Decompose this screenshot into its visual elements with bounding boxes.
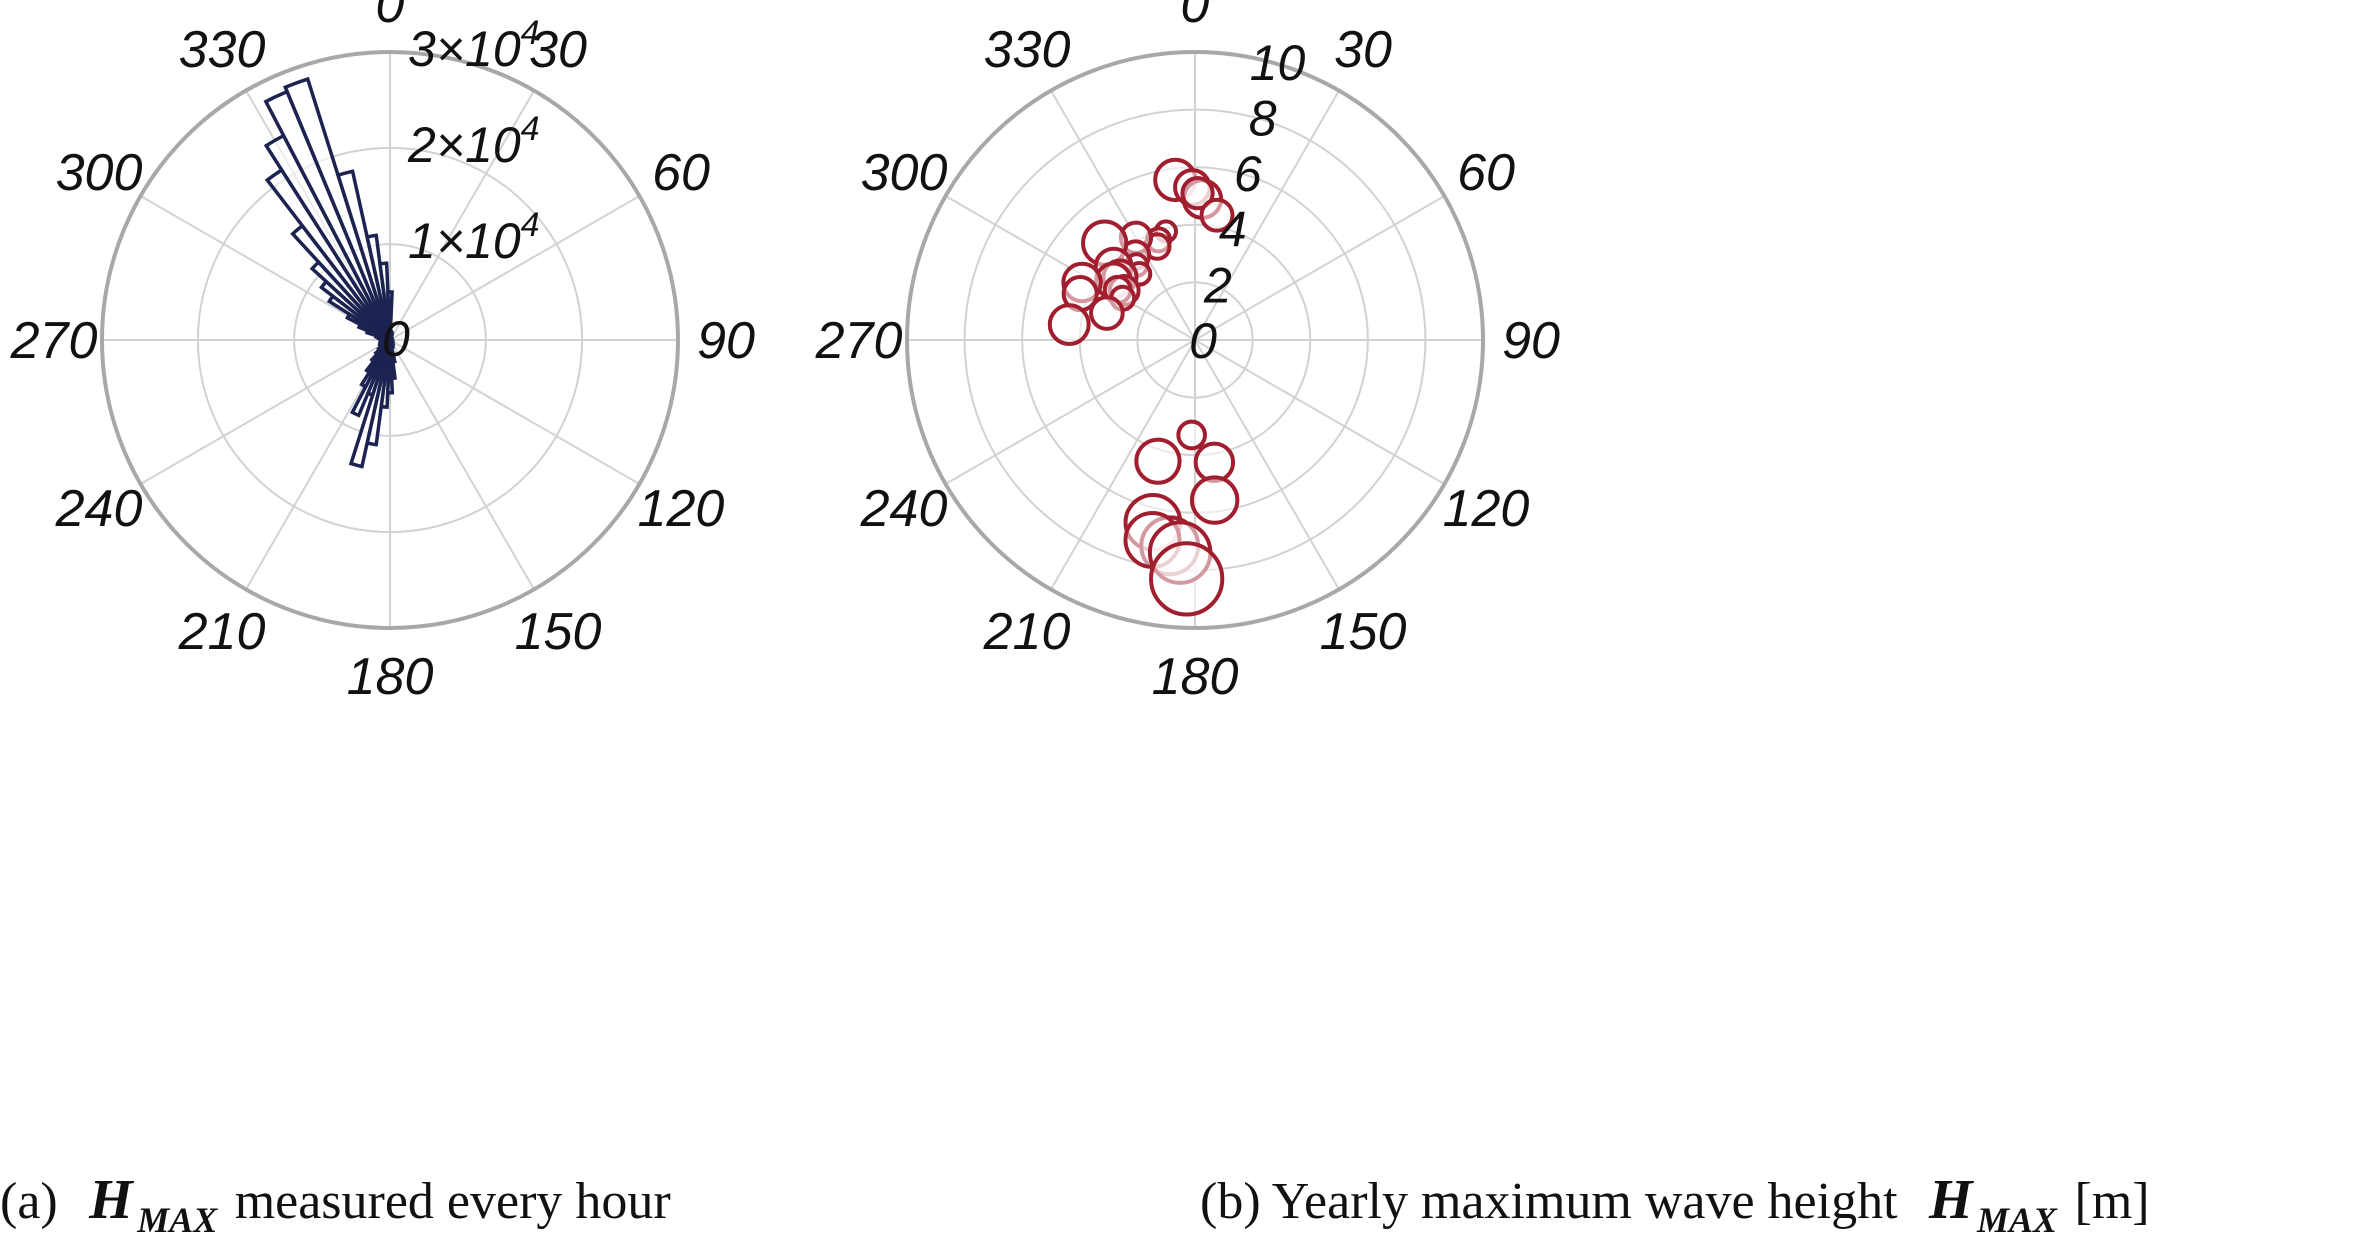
histogram-bar xyxy=(283,76,392,341)
angle-tick-label: 120 xyxy=(638,480,725,538)
angle-tick-label: 0 xyxy=(1181,0,1210,34)
angle-tick-label: 180 xyxy=(1152,648,1239,706)
radial-tick-label: 0 xyxy=(1189,313,1217,369)
angle-tick-label: 330 xyxy=(179,21,266,79)
angle-tick-label: 30 xyxy=(529,21,587,79)
histogram-bar xyxy=(263,89,392,341)
yearly-max-point xyxy=(1189,475,1240,525)
grid-spoke xyxy=(1050,90,1196,341)
caption-a-subscript: MAX xyxy=(136,1200,218,1240)
grid-spoke xyxy=(389,90,535,341)
radial-tick-label: 6 xyxy=(1234,146,1262,202)
grid-spoke xyxy=(945,339,1196,485)
angle-tick-label: 30 xyxy=(1334,21,1392,79)
radial-tick-label: 2 xyxy=(1203,257,1232,313)
angle-tick-label: 150 xyxy=(1320,603,1407,661)
radial-tick-label: 1×104 xyxy=(408,206,540,269)
angle-tick-label: 60 xyxy=(1457,144,1515,202)
polar-chart-hourly-hmax-direction: 0 30 60 90 120 150 180 210 240 270 300 330 0 1×104 2×… xyxy=(10,0,755,706)
histogram-bar xyxy=(335,169,392,341)
angle-tick-label: 300 xyxy=(56,144,143,202)
caption-b: (b) Yearly maximum wave height H MAX [m] xyxy=(1200,1169,2150,1240)
outer-ring xyxy=(905,50,1485,630)
radial-tick-label: 2×104 xyxy=(407,110,540,173)
angle-tick-label: 330 xyxy=(984,21,1071,79)
grid-spoke xyxy=(389,195,640,341)
grid-spoke xyxy=(1050,339,1196,590)
angle-tick-label: 90 xyxy=(1502,312,1560,370)
angle-tick-label: 0 xyxy=(376,0,405,34)
caption-a-suffix: measured every hour xyxy=(222,1173,671,1230)
caption-a-symbol: H xyxy=(88,1169,134,1231)
angle-tick-label: 300 xyxy=(861,144,948,202)
yearly-max-point xyxy=(1047,303,1091,346)
histogram-bar xyxy=(365,233,392,341)
radial-tick-label: 4 xyxy=(1219,202,1247,258)
angle-tick-label: 120 xyxy=(1443,480,1530,538)
angle-tick-label: 210 xyxy=(178,603,266,661)
histogram-bar xyxy=(386,290,394,341)
grid-spoke xyxy=(389,339,640,485)
grid-spoke xyxy=(140,339,391,485)
yearly-max-circles xyxy=(1047,157,1240,617)
angle-tick-label: 210 xyxy=(983,603,1071,661)
radial-tick-label: 3×104 xyxy=(408,14,540,77)
yearly-max-point xyxy=(1176,419,1208,451)
angle-tick-label: 60 xyxy=(652,144,710,202)
yearly-max-point xyxy=(1134,437,1182,485)
direction-histogram-bars xyxy=(263,76,397,469)
grid-spoke xyxy=(1194,339,1445,485)
angle-tick-label: 90 xyxy=(697,312,755,370)
angle-tick-label: 240 xyxy=(860,480,948,538)
angle-tick-label: 150 xyxy=(515,603,602,661)
angle-tick-label: 270 xyxy=(815,312,903,370)
radial-tick-label: 10 xyxy=(1250,35,1306,91)
angle-tick-label: 270 xyxy=(10,312,98,370)
caption-b-suffix: [m] xyxy=(2062,1173,2150,1230)
caption-b-prefix: (b) Yearly maximum wave height xyxy=(1200,1173,1911,1230)
grid-spoke xyxy=(1194,90,1340,341)
yearly-max-point xyxy=(1180,176,1215,211)
grid-spoke xyxy=(1194,339,1340,590)
angle-tick-labels-a: 0 30 60 90 120 150 180 210 240 270 300 330 xyxy=(10,0,755,706)
caption-b-symbol: H xyxy=(1928,1169,1974,1231)
yearly-max-point xyxy=(1199,197,1235,233)
caption-a-prefix: (a) xyxy=(0,1173,71,1230)
grid-spoke xyxy=(389,339,535,590)
caption-b-subscript: MAX xyxy=(1976,1200,2058,1240)
radial-tick-label: 8 xyxy=(1249,90,1277,146)
grid-spoke xyxy=(1194,195,1445,341)
outer-ring xyxy=(100,50,680,630)
radial-tick-label: 0 xyxy=(382,311,410,367)
angle-tick-label: 180 xyxy=(347,648,434,706)
angle-tick-label: 240 xyxy=(55,480,143,538)
caption-a: (a) H MAX measured every hour xyxy=(0,1169,671,1240)
radial-tick-labels-a: 0 1×104 2×104 3×104 xyxy=(382,14,540,367)
yearly-max-point xyxy=(1089,295,1125,331)
yearly-max-point xyxy=(1149,541,1225,617)
